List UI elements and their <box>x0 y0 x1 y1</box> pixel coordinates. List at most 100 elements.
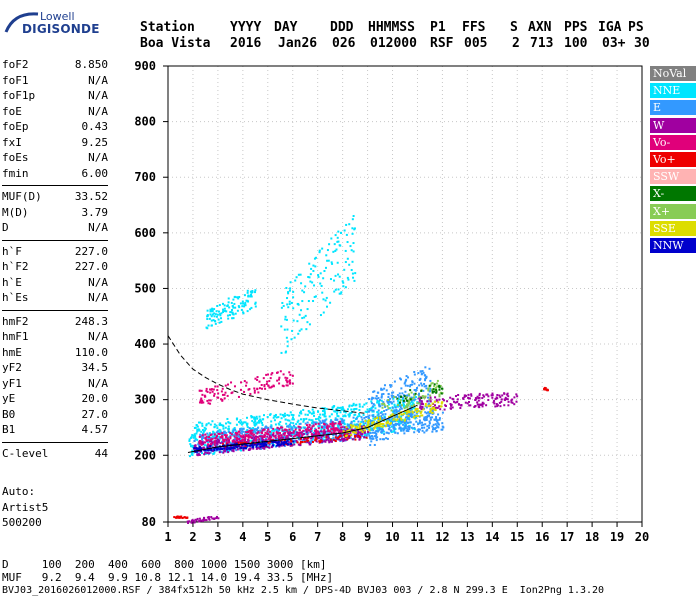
param-value: N/A <box>88 291 108 304</box>
data-point <box>305 417 308 420</box>
data-point <box>285 379 288 382</box>
data-point <box>294 434 297 437</box>
data-point <box>231 432 234 435</box>
data-point <box>173 516 176 519</box>
data-point <box>348 426 351 429</box>
data-point <box>379 405 382 408</box>
data-point <box>322 426 325 429</box>
data-point <box>219 450 222 453</box>
data-point <box>305 438 308 441</box>
data-point <box>231 434 234 437</box>
data-point <box>410 426 413 429</box>
data-point <box>239 440 242 443</box>
data-point <box>356 426 359 429</box>
x-tick-label: 1 <box>164 530 171 544</box>
data-point <box>251 290 254 293</box>
data-point <box>304 428 307 431</box>
data-point <box>423 396 426 399</box>
data-point <box>420 372 423 375</box>
data-point <box>408 428 411 431</box>
data-point <box>443 408 446 411</box>
data-point <box>292 442 295 445</box>
data-point <box>233 447 236 450</box>
data-point <box>252 439 255 442</box>
data-point <box>228 441 231 444</box>
data-point <box>377 413 380 416</box>
data-point <box>417 428 420 431</box>
data-point <box>212 319 215 322</box>
data-point <box>396 394 399 397</box>
data-point <box>340 420 343 423</box>
data-point <box>363 429 366 432</box>
data-point <box>192 436 195 439</box>
data-point <box>329 430 332 433</box>
data-point <box>424 374 427 377</box>
data-point <box>304 413 307 416</box>
data-point <box>246 310 249 313</box>
data-point <box>339 431 342 434</box>
data-point <box>223 444 226 447</box>
data-point <box>289 444 292 447</box>
data-point <box>251 441 254 444</box>
data-point <box>286 414 289 417</box>
data-point <box>292 414 295 417</box>
data-point <box>363 431 366 434</box>
data-point <box>222 309 225 312</box>
data-point <box>332 437 335 440</box>
data-point <box>321 421 324 424</box>
data-point <box>348 414 351 417</box>
data-point <box>219 422 222 425</box>
data-point <box>233 443 236 446</box>
data-point <box>339 435 342 438</box>
data-point <box>213 308 216 311</box>
data-point <box>324 426 327 429</box>
data-point <box>346 429 349 432</box>
data-point <box>286 384 289 387</box>
data-point <box>494 405 497 408</box>
data-point <box>365 402 368 405</box>
param-name: B1 <box>2 423 16 436</box>
data-point <box>285 286 288 289</box>
data-point <box>403 382 406 385</box>
data-point <box>370 407 373 410</box>
data-point <box>291 418 294 421</box>
data-point <box>216 389 219 392</box>
data-point <box>239 419 242 422</box>
data-point <box>243 303 246 306</box>
data-point <box>261 446 264 449</box>
data-point <box>210 448 213 451</box>
data-point <box>291 329 294 332</box>
data-point <box>543 386 546 389</box>
data-point <box>427 403 430 406</box>
data-point <box>268 444 271 447</box>
data-point <box>546 389 549 392</box>
data-point <box>289 441 292 444</box>
data-point <box>234 431 237 434</box>
data-point <box>394 423 397 426</box>
data-point <box>496 393 499 396</box>
data-point <box>400 404 403 407</box>
data-point <box>402 396 405 399</box>
data-point <box>395 408 398 411</box>
data-point <box>245 430 248 433</box>
data-point <box>347 413 350 416</box>
data-point <box>277 436 280 439</box>
data-point <box>470 394 473 397</box>
data-point <box>301 434 304 437</box>
data-point <box>482 394 485 397</box>
data-point <box>399 419 402 422</box>
data-point <box>213 451 216 454</box>
data-point <box>360 420 363 423</box>
data-point <box>198 435 201 438</box>
data-point <box>325 254 328 257</box>
data-point <box>276 379 279 382</box>
data-point <box>462 397 465 400</box>
data-point <box>273 419 276 422</box>
data-point <box>327 432 330 435</box>
data-point <box>274 423 277 426</box>
data-point <box>269 425 272 428</box>
data-point <box>413 403 416 406</box>
param-separator <box>2 441 108 443</box>
labels-1: YYYY <box>230 20 262 35</box>
data-point <box>269 433 272 436</box>
